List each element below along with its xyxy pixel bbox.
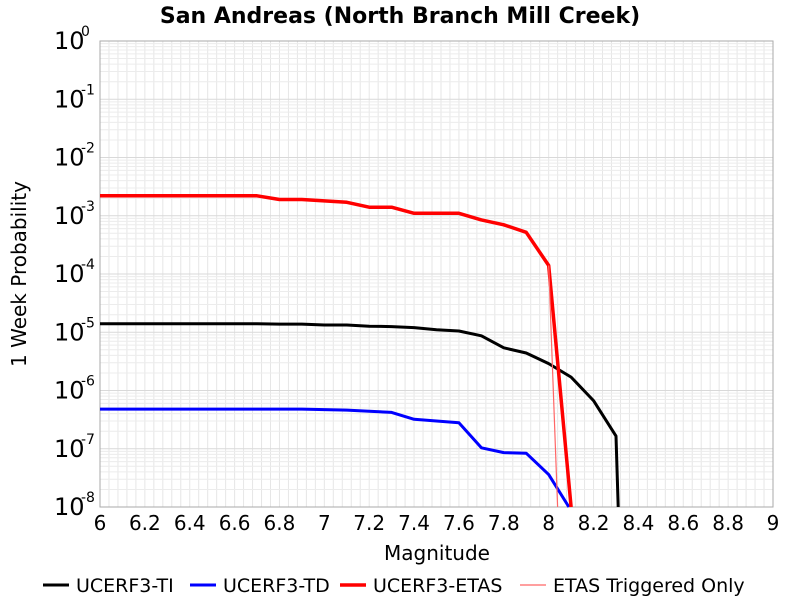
y-tick-base: 10 [54,144,85,172]
y-tick-exponent: -7 [81,432,95,448]
y-tick-label: 10-3 [54,199,95,230]
x-tick-label: 8.2 [578,511,610,535]
x-tick-labels: 6 6.2 6.4 6.6 6.8 7 7.2 7.4 7.6 7.8 8 8.2 8.4 8.6 8.8 9 [94,511,780,535]
x-tick-label: 6.6 [219,511,251,535]
y-tick-label: 10-2 [54,141,95,172]
legend-label: UCERF3-TI [76,575,174,597]
legend-label: UCERF3-ETAS [373,575,502,597]
legend-label: ETAS Triggered Only [553,575,745,597]
y-tick-exponent: -1 [81,82,95,98]
y-tick-base: 10 [54,202,85,230]
series-lines [100,194,620,508]
y-tick-label: 10-6 [54,374,95,405]
series-line [548,265,559,508]
x-tick-label: 7 [318,511,331,535]
grid [99,41,774,508]
y-tick-label: 10-8 [54,490,95,521]
x-tick-label: 9 [767,511,780,535]
x-tick-label: 8.4 [622,511,654,535]
x-tick-label: 6.4 [174,511,206,535]
y-tick-base: 10 [54,85,85,113]
x-axis-label: Magnitude [384,541,490,565]
y-tick-base: 10 [54,493,85,521]
y-tick-exponent: -3 [81,199,95,215]
series-line [100,407,571,508]
y-tick-exponent: 0 [81,24,90,40]
x-tick-label: 6 [94,511,107,535]
series-line [100,322,620,508]
y-tick-exponent: -6 [81,374,95,390]
y-tick-base: 10 [54,260,85,288]
y-tick-base: 10 [54,377,85,405]
legend: UCERF3-TI UCERF3-TD UCERF3-ETAS ETAS Trigge… [43,575,745,597]
x-tick-label: 7.4 [398,511,430,535]
x-tick-label: 7.2 [353,511,385,535]
y-tick-base: 10 [54,27,85,55]
x-tick-label: 8.6 [667,511,699,535]
x-tick-label: 7.6 [443,511,475,535]
y-tick-exponent: -8 [81,490,95,506]
series-line [100,194,573,508]
y-tick-exponent: -5 [81,315,95,331]
x-tick-label: 6.8 [264,511,296,535]
chart-title: San Andreas (North Branch Mill Creek) [160,4,640,29]
legend-label: UCERF3-TD [223,575,330,597]
y-tick-base: 10 [54,318,85,346]
y-axis-label: 1 Week Probability [7,181,31,367]
y-tick-exponent: -4 [81,257,95,273]
plot-area [99,40,774,508]
x-tick-label: 6.2 [129,511,161,535]
y-tick-base: 10 [54,435,85,463]
y-tick-label: 100 [54,24,90,55]
x-tick-label: 7.8 [488,511,520,535]
y-tick-label: 10-1 [54,82,95,113]
y-tick-exponent: -2 [81,141,95,157]
x-tick-label: 8.8 [712,511,744,535]
y-tick-label: 10-5 [54,315,95,346]
y-tick-label: 10-4 [54,257,95,288]
y-tick-label: 10-7 [54,432,95,463]
x-tick-label: 8 [542,511,555,535]
